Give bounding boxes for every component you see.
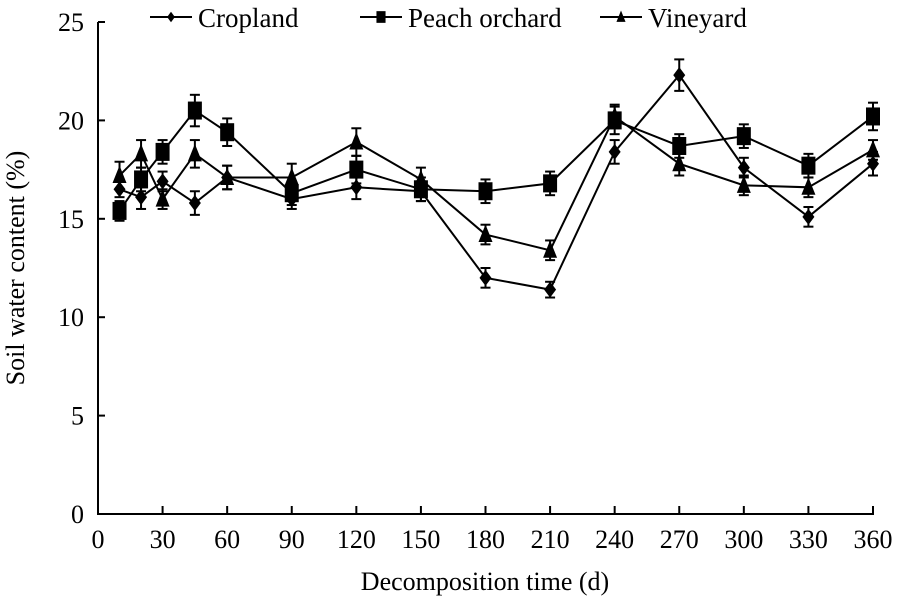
data-point-diamond (479, 269, 492, 286)
x-tick-label: 300 (724, 525, 763, 554)
data-point-square (478, 182, 493, 201)
x-tick-label: 210 (531, 525, 570, 554)
data-point-triangle (349, 132, 364, 150)
data-point-square (376, 11, 386, 23)
x-tick-label: 270 (660, 525, 699, 554)
x-tick-label: 360 (854, 525, 893, 554)
y-tick-label: 5 (71, 402, 84, 431)
data-point-diamond (608, 143, 621, 160)
data-point-triangle (866, 139, 880, 158)
y-tick-label: 15 (58, 205, 84, 234)
data-point-triangle (736, 175, 751, 193)
x-tick-label: 150 (401, 525, 440, 554)
data-point-triangle (112, 165, 127, 184)
data-point-square (134, 170, 149, 189)
data-point-diamond (156, 173, 169, 190)
data-point-diamond (135, 189, 148, 206)
data-point-square (866, 107, 880, 126)
x-axis-title: Decomposition time (d) (361, 567, 609, 596)
y-tick-label: 25 (58, 8, 84, 37)
data-point-triangle (155, 189, 170, 207)
legend-item: Cropland (150, 3, 299, 33)
y-tick-label: 10 (58, 303, 84, 332)
data-point-square (112, 201, 127, 220)
x-tick-label: 30 (150, 525, 176, 554)
data-point-square (801, 156, 816, 175)
data-point-square (187, 101, 202, 120)
y-axis-title: Soil water content (%) (1, 151, 30, 386)
data-point-triangle (187, 143, 202, 162)
data-point-diamond (673, 67, 686, 84)
data-point-diamond (802, 208, 815, 225)
x-tick-label: 0 (92, 525, 105, 554)
data-point-diamond (188, 195, 201, 212)
data-point-triangle (413, 169, 428, 187)
series-layer (112, 58, 880, 299)
legend-label: Vineyard (648, 3, 747, 33)
x-tick-label: 180 (466, 525, 505, 554)
data-point-triangle (801, 177, 816, 195)
data-point-square (349, 160, 364, 179)
data-point-triangle (134, 143, 149, 162)
data-point-triangle (478, 224, 493, 243)
series-peach-orchard (112, 93, 880, 222)
data-point-square (672, 136, 687, 155)
x-ticks: 0 30 60 90 120 150 180 210 240 270 300 330 360 (92, 506, 893, 554)
data-point-square (284, 184, 299, 203)
data-point-triangle (543, 240, 558, 258)
y-ticks: 0 5 10 15 20 25 (58, 8, 105, 529)
data-point-triangle (607, 106, 622, 124)
series-vineyard (112, 103, 880, 262)
data-point-triangle (284, 167, 299, 185)
legend: Cropland Peach orchard Vineyard (150, 3, 747, 33)
data-point-triangle (220, 167, 235, 185)
x-tick-label: 120 (337, 525, 376, 554)
data-point-triangle (616, 10, 626, 22)
x-tick-label: 60 (214, 525, 240, 554)
legend-item: Peach orchard (360, 3, 562, 33)
legend-item: Vineyard (600, 3, 747, 33)
x-tick-label: 330 (789, 525, 828, 554)
x-tick-label: 90 (279, 525, 305, 554)
data-point-diamond (737, 159, 750, 176)
y-tick-label: 0 (71, 500, 84, 529)
legend-label: Cropland (198, 3, 299, 33)
y-tick-label: 20 (58, 106, 84, 135)
data-point-triangle (672, 153, 687, 172)
legend-label: Peach orchard (408, 3, 562, 33)
data-point-square (155, 142, 170, 161)
data-point-square (543, 174, 558, 193)
data-point-square (736, 127, 751, 146)
data-point-diamond (544, 281, 557, 298)
data-point-square (220, 123, 235, 142)
x-tick-label: 240 (595, 525, 634, 554)
data-point-diamond (167, 11, 175, 23)
